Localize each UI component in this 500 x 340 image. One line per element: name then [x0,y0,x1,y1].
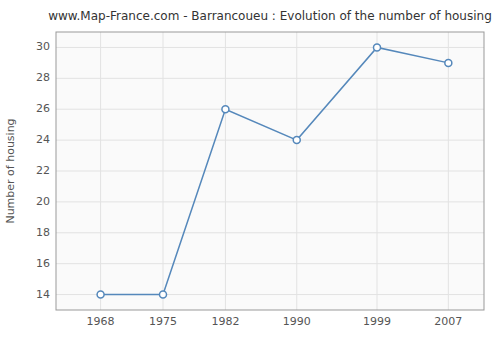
x-tick-label: 1982 [211,315,239,328]
point [374,44,381,51]
y-grid-line [56,201,484,202]
chart-svg: 14 16 18 20 22 24 26 28 30 1968 1975 1982 1990 1999 20… [0,0,500,340]
x-grid-line [163,32,164,310]
x-grid-line [377,32,378,310]
x-tick-label: 1999 [363,315,391,328]
page: {"chart_data": {"type": "line", "title":… [0,0,500,340]
plot-frame [56,32,484,310]
x-tick-label: 1975 [149,315,177,328]
grid [56,32,484,310]
y-grid-line [56,47,484,48]
line [101,47,449,294]
y-grid-line [56,78,484,79]
tick-labels: 14 16 18 20 22 24 26 28 30 1968 1975 1982 1990 1999 20… [36,40,462,328]
point [160,291,167,298]
point [97,291,104,298]
x-grid-line [448,32,449,310]
y-grid-line [56,232,484,233]
y-tick-label: 18 [36,226,50,239]
y-tick-label: 30 [36,40,50,53]
x-grid-line [225,32,226,310]
x-tick-label: 1990 [283,315,311,328]
y-tick-label: 14 [36,288,50,301]
x-tick-label: 2007 [434,315,462,328]
data-group [97,44,452,298]
title: www.Map-France.com - Barrancoueu : Evolu… [48,9,492,23]
y-tick-label: 24 [36,133,50,146]
x-tick-label: 1968 [87,315,115,328]
y-grid-line [56,109,484,110]
y-grid-line [56,171,484,172]
point [293,137,300,144]
y-tick-label: 16 [36,257,50,270]
y-grid-line [56,263,484,264]
x-grid-line [296,32,297,310]
y-tick-label: 26 [36,102,50,115]
y-tick-label: 28 [36,71,50,84]
y-grid-line [56,140,484,141]
y-tick-label: 22 [36,164,50,177]
plot-background [56,32,484,310]
y-tick-label: 20 [36,195,50,208]
chart-container: 14 16 18 20 22 24 26 28 30 1968 1975 1982 1990 1999 20… [0,0,500,340]
point [445,59,452,66]
point [222,106,229,113]
y-axis-label: Number of housing [4,118,17,223]
x-grid-line [100,32,101,310]
